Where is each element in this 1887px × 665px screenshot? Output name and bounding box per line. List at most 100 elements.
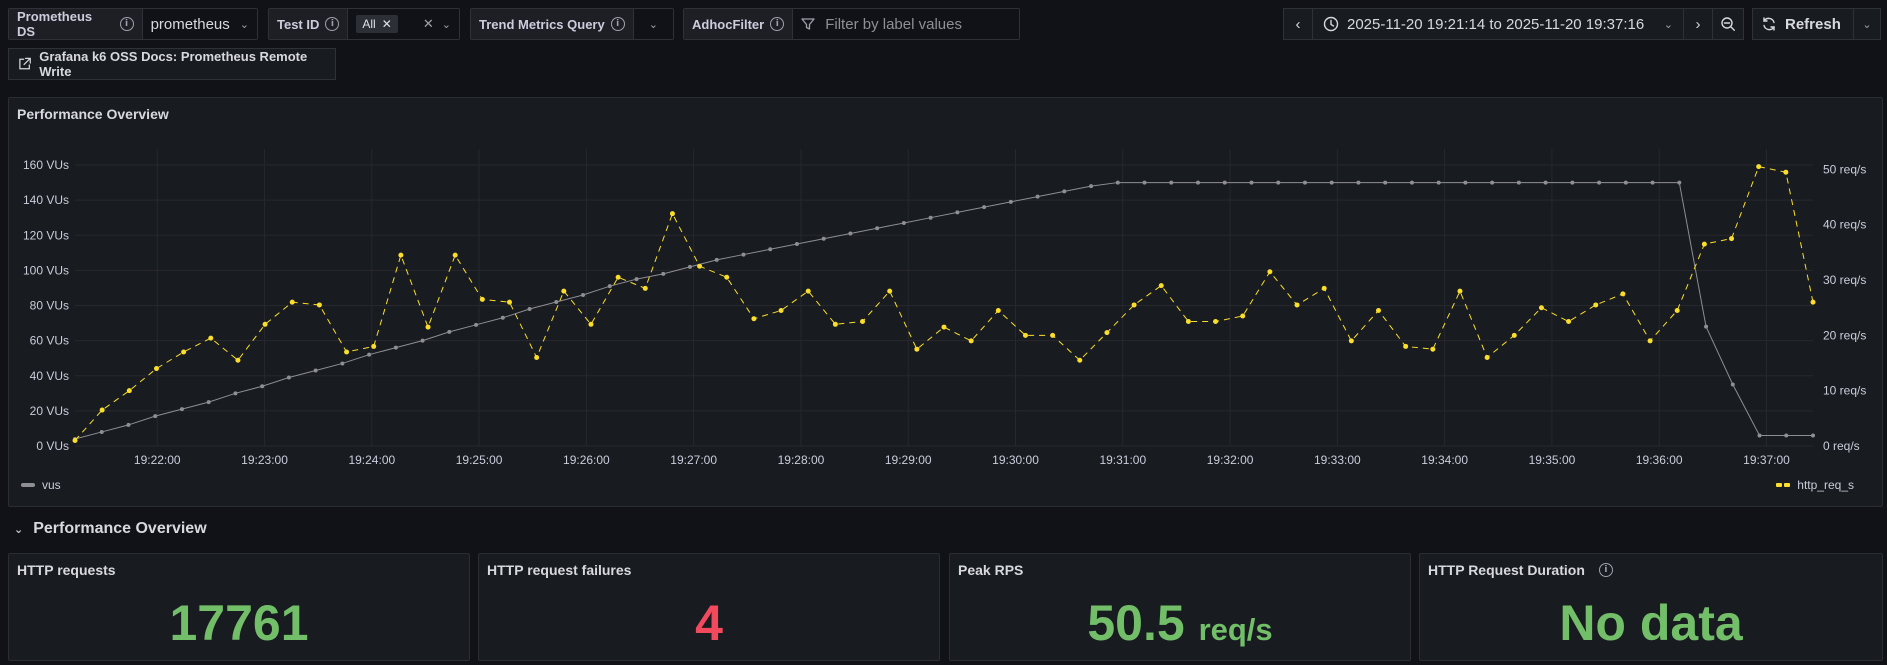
data-point-http_req_s <box>995 307 1001 313</box>
x-axis-label: 19:31:00 <box>1099 453 1146 467</box>
time-forward-button[interactable]: › <box>1683 8 1713 40</box>
chevron-down-icon: ⌄ <box>1663 18 1673 31</box>
zoom-out-button[interactable] <box>1712 8 1744 40</box>
data-point-vus <box>687 264 692 269</box>
chevron-down-icon: ⌄ <box>239 18 249 31</box>
info-icon[interactable]: i <box>1598 563 1613 577</box>
info-icon[interactable]: i <box>119 17 134 31</box>
info-icon[interactable]: i <box>610 17 625 31</box>
data-point-http_req_s <box>534 354 540 360</box>
remove-chip-icon[interactable]: ✕ <box>381 17 392 31</box>
data-point-vus <box>474 322 479 327</box>
data-point-http_req_s <box>1321 285 1327 291</box>
data-point-http_req_s <box>860 319 866 325</box>
docs-link[interactable]: Grafana k6 OSS Docs: Prometheus Remote W… <box>8 48 336 80</box>
stat-title[interactable]: HTTP request failures <box>487 562 632 578</box>
panel-title[interactable]: Performance Overview <box>17 106 169 122</box>
data-point-http_req_s <box>1240 313 1246 319</box>
time-range-picker[interactable]: 2025-11-20 19:21:14 to 2025-11-20 19:37:… <box>1312 8 1684 40</box>
series-line-vus <box>74 182 1813 440</box>
data-point-vus <box>714 257 719 262</box>
data-point-http_req_s <box>126 388 132 394</box>
stat-title[interactable]: Peak RPS <box>958 562 1024 578</box>
data-point-http_req_s <box>1430 346 1436 352</box>
data-point-http_req_s <box>1131 302 1137 308</box>
x-axis-label: 19:24:00 <box>348 453 395 467</box>
refresh-interval-dropdown[interactable]: ⌄ <box>1853 8 1881 40</box>
stat-title[interactable]: HTTP Request Duration <box>1428 562 1585 578</box>
data-point-http_req_s <box>1158 283 1164 289</box>
chevron-left-icon: ‹ <box>1295 15 1301 33</box>
x-axis-label: 19:37:00 <box>1743 453 1790 467</box>
data-point-http_req_s <box>1077 357 1083 363</box>
data-point-vus <box>1650 180 1655 185</box>
data-point-vus <box>581 292 586 297</box>
adhoc-filter-input[interactable]: Filter by label values <box>793 9 1019 39</box>
data-point-vus <box>661 271 666 276</box>
data-point-http_req_s <box>1620 291 1626 297</box>
stat-title[interactable]: HTTP requests <box>17 562 116 578</box>
data-point-http_req_s <box>72 437 78 443</box>
legend-vus-label: vus <box>42 478 61 492</box>
data-point-vus <box>126 422 131 427</box>
data-point-vus <box>928 215 933 220</box>
data-point-vus <box>206 400 211 405</box>
chevron-right-icon: › <box>1695 15 1701 33</box>
data-point-http_req_s <box>1566 319 1572 325</box>
data-point-vus <box>1008 199 1013 204</box>
data-point-http_req_s <box>1267 269 1273 275</box>
data-point-vus <box>1757 433 1762 438</box>
chevron-down-icon: ⌄ <box>648 18 658 31</box>
trend-metrics-select[interactable]: ⌄ <box>633 9 673 39</box>
testid-select[interactable]: All ✕ ✕ ⌄ <box>348 9 459 39</box>
x-axis-label: 19:34:00 <box>1421 453 1468 467</box>
data-point-vus <box>99 429 104 434</box>
y-axis-left-label: 140 VUs <box>23 193 69 207</box>
data-point-http_req_s <box>805 288 811 294</box>
data-point-vus <box>1035 194 1040 199</box>
trend-metrics-variable: Trend Metrics Query i ⌄ <box>470 8 674 40</box>
data-point-http_req_s <box>262 321 268 327</box>
x-axis-label: 19:35:00 <box>1529 453 1576 467</box>
data-point-vus <box>1811 433 1815 438</box>
stat-value: 17761 <box>169 595 309 651</box>
y-axis-left-label: 160 VUs <box>23 158 69 172</box>
data-point-vus <box>848 231 853 236</box>
info-icon[interactable]: i <box>770 17 785 31</box>
external-link-icon <box>19 57 31 70</box>
clear-icon[interactable]: ✕ <box>422 16 434 31</box>
data-point-vus <box>1516 180 1521 185</box>
data-point-http_req_s <box>1647 338 1653 344</box>
data-point-http_req_s <box>1185 319 1191 325</box>
row-header[interactable]: ⌄ Performance Overview <box>14 520 207 538</box>
timeseries-chart[interactable]: 0 VUs 20 VUs 40 VUs 60 VUs 80 VUs 100 VUs 120 … <box>9 98 1884 508</box>
data-point-vus <box>153 414 158 419</box>
y-axis-right-label: 20 req/s <box>1823 328 1866 342</box>
data-point-http_req_s <box>344 349 350 355</box>
data-point-vus <box>1356 180 1361 185</box>
data-point-vus <box>1623 180 1628 185</box>
legend-vus[interactable]: vus <box>21 478 61 492</box>
data-point-vus <box>1784 433 1789 438</box>
time-back-button[interactable]: ‹ <box>1283 8 1313 40</box>
data-point-vus <box>1249 180 1254 185</box>
datasource-select[interactable]: prometheus ⌄ <box>142 9 257 39</box>
data-point-http_req_s <box>1701 241 1707 247</box>
data-point-http_req_s <box>561 288 567 294</box>
data-point-http_req_s <box>1022 332 1028 338</box>
data-point-http_req_s <box>181 349 187 355</box>
data-point-http_req_s <box>669 211 675 217</box>
stat-panel-peak-rps: Peak RPS 50.5 req/s <box>949 553 1411 661</box>
stat-value: 50.5 <box>1087 595 1185 651</box>
legend-rps[interactable]: http_req_s <box>1776 478 1854 492</box>
data-point-vus <box>1704 324 1709 329</box>
data-point-vus <box>340 361 345 366</box>
timeseries-panel: Performance Overview 0 VUs 20 VUs 40 VUs 60… <box>8 97 1883 507</box>
data-point-http_req_s <box>751 316 757 322</box>
docs-link-text: Grafana k6 OSS Docs: Prometheus Remote W… <box>39 49 308 79</box>
refresh-button[interactable]: Refresh <box>1752 8 1854 40</box>
data-point-vus <box>741 252 746 257</box>
info-icon[interactable]: i <box>325 17 340 31</box>
row-title: Performance Overview <box>33 520 207 537</box>
data-point-http_req_s <box>425 324 431 330</box>
